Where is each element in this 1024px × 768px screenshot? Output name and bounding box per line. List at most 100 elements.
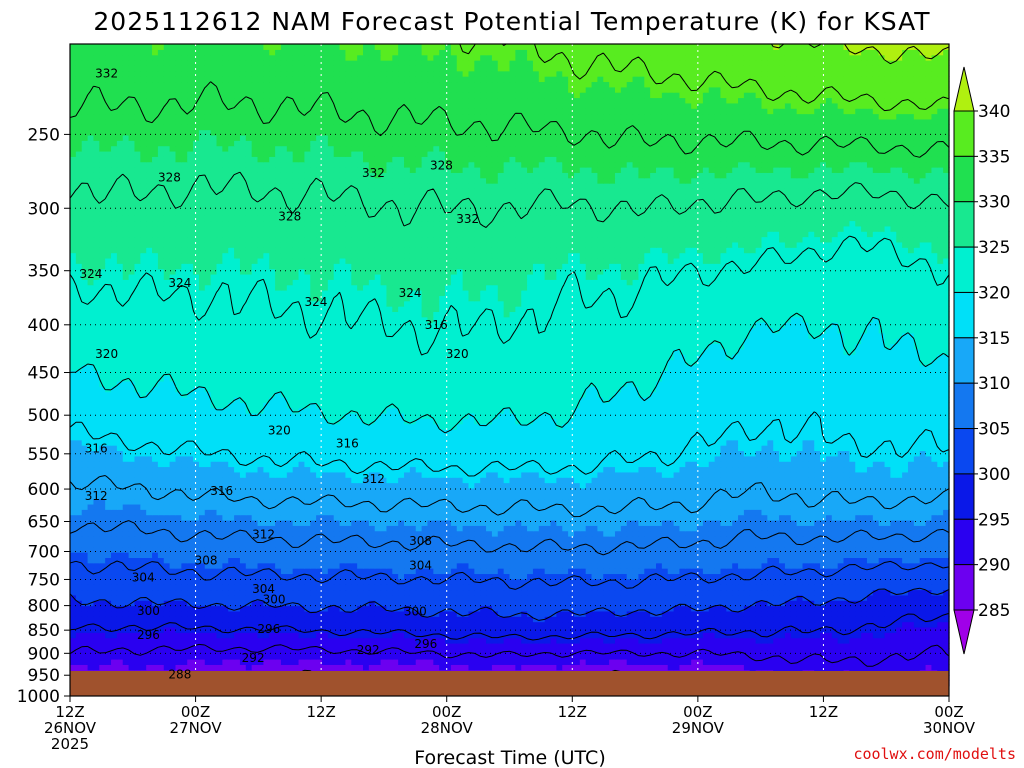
field-cell (216, 610, 223, 617)
field-cell (175, 514, 182, 521)
field-cell (398, 530, 405, 537)
field-cell (872, 589, 880, 596)
field-cell (767, 514, 774, 521)
field-cell (497, 621, 505, 628)
field-cell (239, 573, 247, 580)
field-cell (708, 546, 716, 553)
field-cell (450, 578, 458, 585)
field-cell (749, 659, 757, 665)
field-cell (275, 509, 282, 516)
field-cell (298, 610, 305, 617)
field-cell (931, 594, 938, 601)
field-cell (919, 648, 927, 655)
field-cell (234, 509, 241, 516)
field-cell (597, 557, 604, 564)
field-cell (591, 573, 598, 580)
field-cell (779, 552, 786, 558)
field-cell (738, 536, 745, 542)
field-cell (216, 632, 223, 639)
field-cell (515, 621, 522, 628)
field-cell (163, 594, 171, 601)
field-cell (351, 519, 358, 526)
field-cell (755, 648, 763, 655)
field-cell (187, 503, 194, 510)
field-cell (532, 573, 540, 580)
field-cell (632, 525, 640, 532)
field-cell (673, 514, 681, 521)
field-cell (638, 546, 645, 553)
field-cell (70, 616, 77, 623)
field-cell (843, 541, 850, 548)
field-cell (316, 653, 323, 660)
field-cell (503, 664, 511, 671)
field-cell (550, 573, 557, 580)
field-cell (597, 552, 604, 558)
field-cell (251, 621, 259, 628)
field-cell (937, 616, 944, 623)
field-cell (872, 648, 880, 655)
field-cell (450, 557, 458, 564)
field-cell (761, 541, 768, 548)
field-cell (474, 514, 481, 521)
field-cell (738, 589, 745, 596)
field-cell (239, 503, 247, 510)
field-cell (140, 557, 147, 564)
field-cell (93, 573, 100, 580)
field-cell (392, 648, 399, 655)
field-cell (702, 584, 710, 591)
field-cell (216, 664, 223, 671)
field-cell (650, 637, 657, 644)
field-cell (222, 605, 229, 612)
field-cell (609, 514, 616, 521)
field-cell (280, 573, 288, 580)
field-cell (556, 552, 563, 558)
field-cell (579, 568, 587, 575)
field-cell (363, 632, 370, 639)
field-cell (81, 637, 89, 644)
field-cell (931, 573, 938, 580)
field-cell (480, 610, 487, 617)
field-cell (820, 519, 827, 526)
field-cell (275, 616, 282, 623)
field-cell (638, 568, 645, 575)
field-cell (99, 541, 106, 548)
field-cell (825, 616, 833, 623)
field-cell (620, 552, 628, 558)
field-cell (784, 578, 792, 585)
field-cell (907, 621, 915, 628)
field-cell (532, 514, 540, 521)
field-cell (316, 632, 323, 639)
field-cell (351, 632, 358, 639)
field-cell (181, 536, 188, 542)
field-cell (679, 509, 686, 516)
field-cell (175, 610, 182, 617)
field-cell (468, 519, 475, 526)
field-cell (93, 541, 100, 548)
field-cell (497, 589, 505, 596)
field-cell (239, 664, 247, 671)
field-cell (943, 530, 950, 537)
field-cell (544, 626, 552, 633)
field-cell (544, 578, 552, 585)
field-cell (515, 519, 522, 526)
field-cell (181, 562, 188, 569)
field-cell (181, 552, 188, 558)
field-cell (93, 525, 100, 532)
field-cell (825, 562, 833, 569)
field-cell (667, 621, 675, 628)
field-cell (614, 605, 622, 612)
field-cell (298, 589, 305, 596)
field-cell (855, 509, 862, 516)
field-cell (111, 509, 118, 516)
field-cell (667, 653, 675, 660)
field-cell (872, 546, 880, 553)
field-cell (497, 573, 505, 580)
field-cell (169, 659, 177, 665)
field-cell (884, 648, 891, 655)
field-cell (878, 541, 886, 548)
field-cell (620, 557, 628, 564)
field-cell (620, 621, 628, 628)
field-cell (656, 530, 663, 537)
field-cell (673, 600, 681, 607)
field-cell (222, 637, 229, 644)
